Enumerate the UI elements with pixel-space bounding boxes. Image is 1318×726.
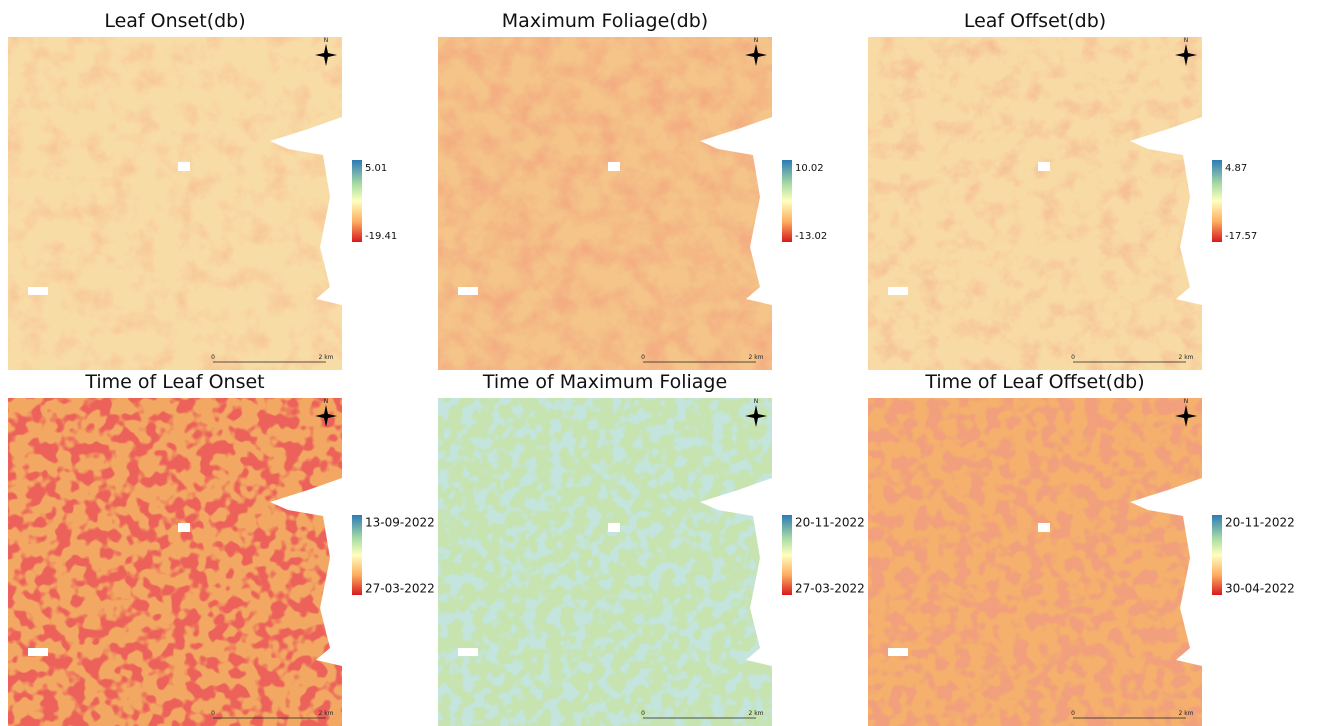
scale-start: 0	[1071, 710, 1075, 717]
panel-title: Leaf Offset(db)	[964, 10, 1106, 32]
legend-min: -17.57	[1225, 231, 1257, 242]
legend-colorbar	[782, 515, 792, 595]
map-texture	[8, 37, 342, 370]
legend-max: 10.02	[795, 163, 824, 174]
legend-min: 27-03-2022	[795, 582, 865, 596]
water-patch	[1038, 162, 1050, 171]
water-patch	[888, 648, 908, 656]
north-label: N	[754, 37, 759, 44]
map-texture	[8, 398, 342, 726]
water-patch	[608, 523, 620, 532]
north-label: N	[1184, 37, 1189, 44]
legend-colorbar	[1212, 160, 1222, 242]
scale-start: 0	[211, 354, 215, 361]
legend-colorbar	[352, 515, 362, 595]
north-label: N	[1184, 398, 1189, 405]
legend-colorbar	[782, 160, 792, 242]
legend-min: 30-04-2022	[1225, 582, 1295, 596]
legend-min: -19.41	[365, 231, 397, 242]
panel-title: Time of Leaf Offset(db)	[924, 371, 1144, 393]
scale-end: 2 km	[748, 354, 763, 361]
panel-title: Maximum Foliage(db)	[502, 10, 708, 32]
north-label: N	[324, 37, 329, 44]
page: Leaf Onset(db) N 0 2 km 5.01 -19.41 Maximum Fo…	[0, 0, 1318, 726]
legend-max: 4.87	[1225, 163, 1247, 174]
scale-start: 0	[641, 710, 645, 717]
scale-start: 0	[211, 710, 215, 717]
map-texture	[438, 398, 772, 726]
scale-end: 2 km	[1178, 710, 1193, 717]
water-patch	[458, 648, 478, 656]
water-patch	[888, 287, 908, 295]
legend-colorbar	[1212, 515, 1222, 595]
map-texture	[438, 37, 772, 370]
water-patch	[458, 287, 478, 295]
scale-start: 0	[1071, 354, 1075, 361]
water-patch	[28, 287, 48, 295]
water-patch	[178, 523, 190, 532]
legend-max: 20-11-2022	[1225, 516, 1295, 530]
panel-title: Time of Maximum Foliage	[482, 371, 727, 393]
legend-max: 13-09-2022	[365, 516, 435, 530]
scale-end: 2 km	[1178, 354, 1193, 361]
legend-min: -13.02	[795, 231, 827, 242]
map-texture	[868, 37, 1202, 370]
panel-title: Time of Leaf Onset	[84, 371, 264, 393]
water-patch	[28, 648, 48, 656]
scale-end: 2 km	[318, 710, 333, 717]
figure: Leaf Onset(db) N 0 2 km 5.01 -19.41 Maximum Fo…	[0, 0, 1318, 726]
legend-colorbar	[352, 160, 362, 242]
water-patch	[178, 162, 190, 171]
north-label: N	[324, 398, 329, 405]
water-patch	[608, 162, 620, 171]
water-patch	[1038, 523, 1050, 532]
panel-title: Leaf Onset(db)	[104, 10, 245, 32]
scale-end: 2 km	[318, 354, 333, 361]
legend-max: 20-11-2022	[795, 516, 865, 530]
scale-start: 0	[641, 354, 645, 361]
scale-end: 2 km	[748, 710, 763, 717]
north-label: N	[754, 398, 759, 405]
map-texture	[868, 398, 1202, 726]
legend-max: 5.01	[365, 163, 387, 174]
legend-min: 27-03-2022	[365, 582, 435, 596]
